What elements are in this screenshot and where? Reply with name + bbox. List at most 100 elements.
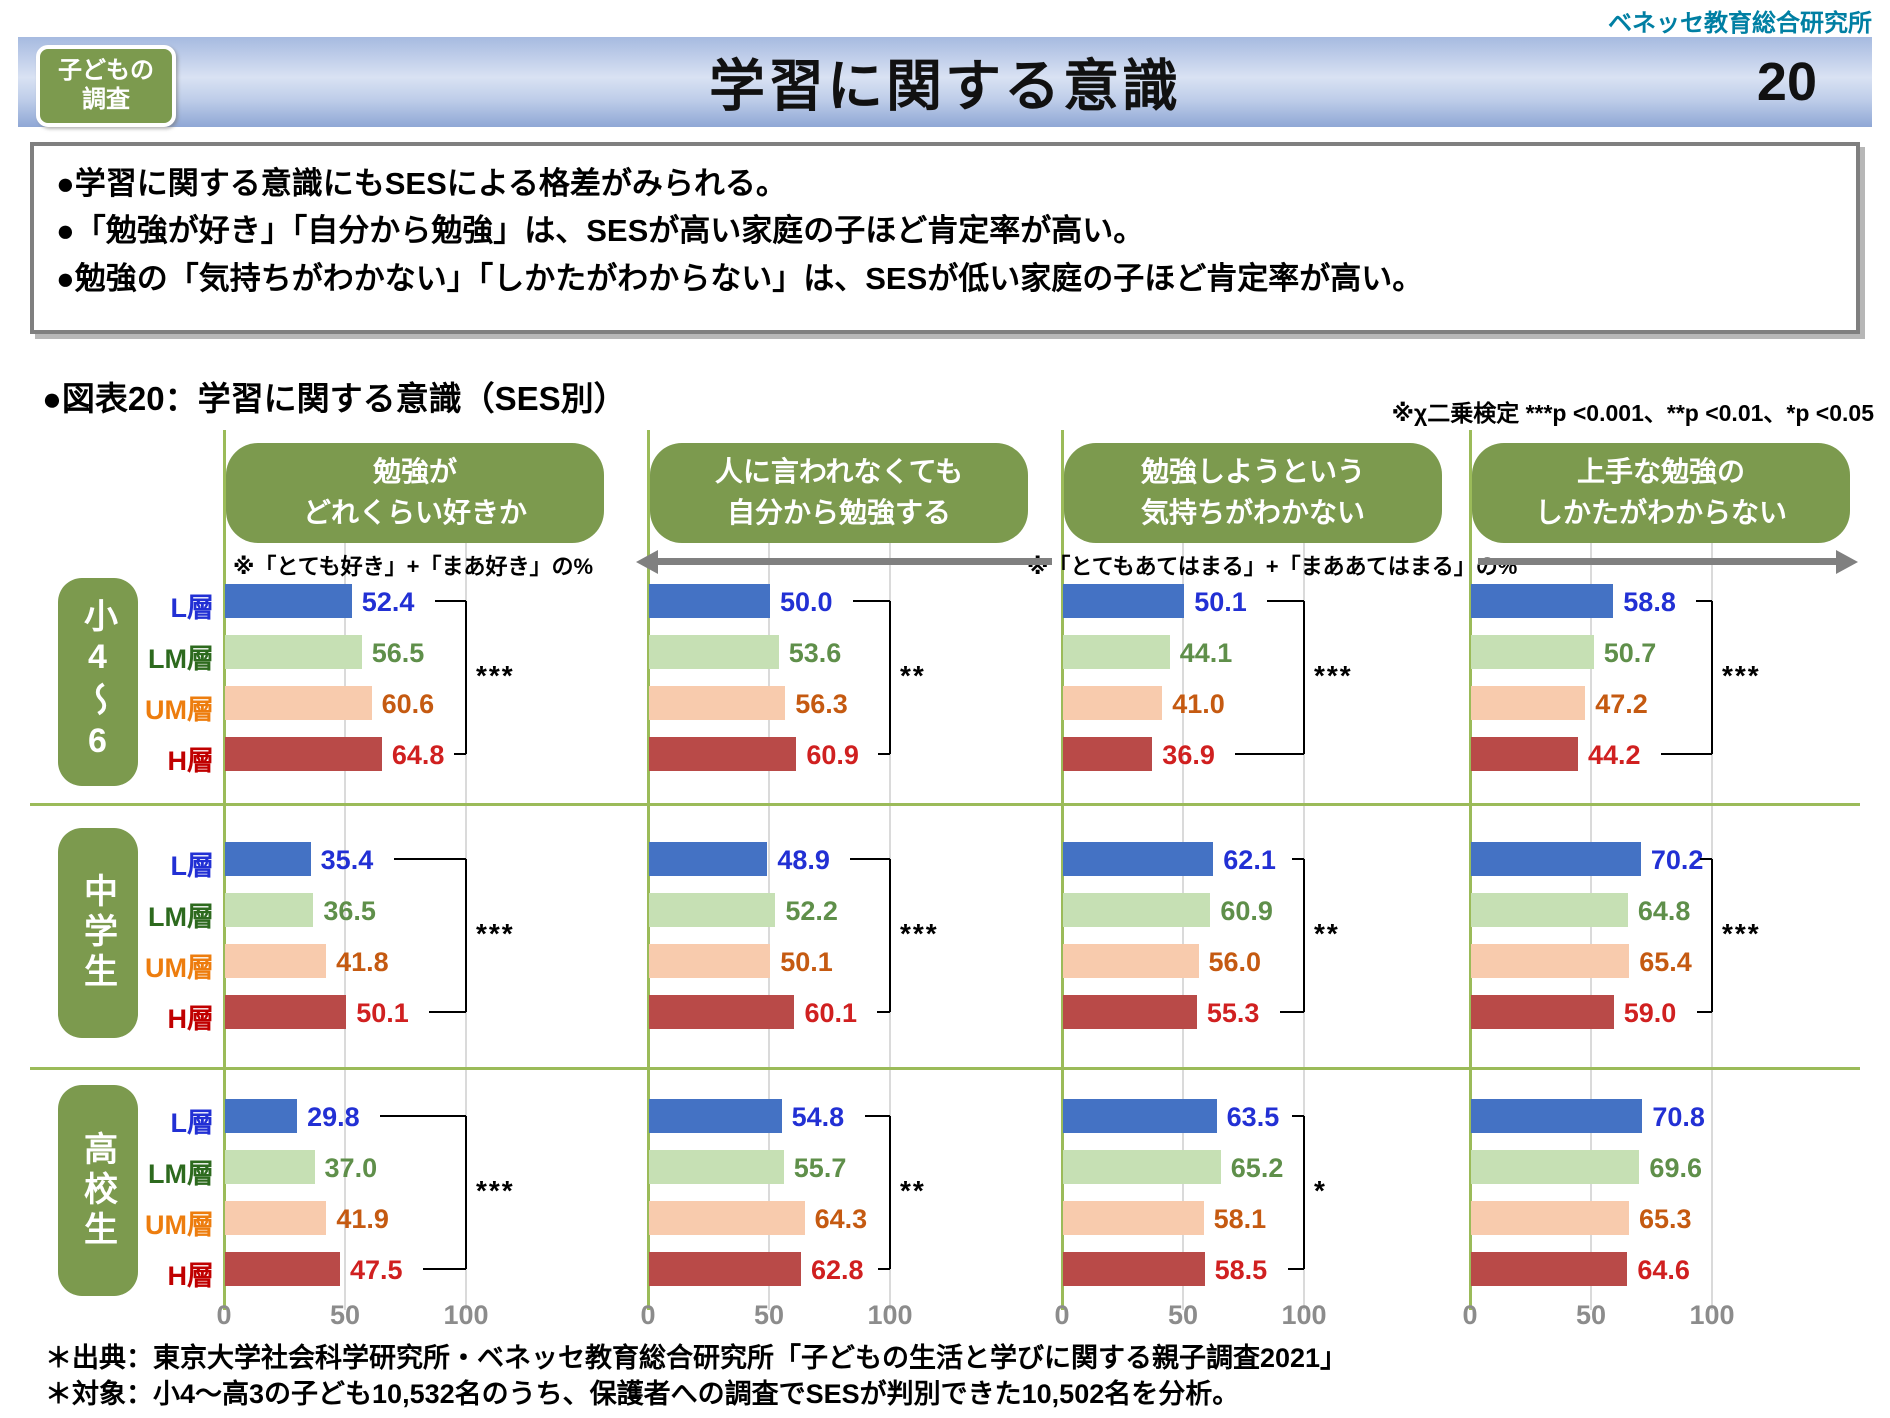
bar-value: 55.3: [1206, 998, 1260, 1028]
arrow-left-icon: [636, 550, 658, 574]
bar-value: 47.5: [349, 1255, 403, 1285]
significance-bracket-h: [1292, 858, 1304, 860]
bar: [1471, 1201, 1630, 1235]
significance-bracket-h: [1292, 1115, 1304, 1117]
bar-value: 48.9: [777, 845, 830, 875]
significance-bracket-v: [1711, 601, 1713, 754]
bar: [225, 893, 314, 927]
bar-value: 70.8: [1652, 1102, 1705, 1132]
bar: [1471, 686, 1586, 720]
bar: [649, 893, 776, 927]
significance-bracket-h: [864, 1115, 890, 1117]
significance-stars: ***: [1722, 659, 1761, 691]
bar: [1063, 686, 1163, 720]
group-label: 高校生: [58, 1085, 138, 1296]
bar: [225, 944, 327, 978]
question-header-bubble: 勉強しようという 気持ちがわかない: [1064, 443, 1442, 543]
significance-stars: **: [1314, 917, 1340, 949]
figure-title: ●図表20：学習に関する意識（SES別）: [42, 380, 627, 417]
bar: [225, 995, 347, 1029]
bar-value: 70.2: [1650, 845, 1704, 875]
bar-value: 41.0: [1172, 689, 1225, 719]
bar: [1471, 584, 1614, 618]
bar: [1471, 1252, 1628, 1286]
significance-bracket-h: [1660, 753, 1712, 755]
significance-bracket-h: [434, 600, 466, 602]
axis-tick-label: 50: [329, 1300, 361, 1330]
significance-bracket-h: [1279, 1011, 1304, 1013]
bar-value: 50.7: [1603, 638, 1657, 668]
significance-bracket-v: [1303, 1116, 1305, 1269]
significance-bracket-h: [380, 1115, 466, 1117]
significance-stars: **: [900, 659, 926, 691]
axis-tick-label: 0: [1054, 1300, 1070, 1330]
ses-level-label: LM層: [148, 902, 214, 932]
bar-value: 65.4: [1639, 947, 1692, 977]
bar: [649, 944, 771, 978]
bar: [649, 1099, 782, 1133]
significance-bracket-h: [1287, 1268, 1304, 1270]
bar-value: 56.0: [1208, 947, 1262, 977]
significance-bracket-h: [1700, 858, 1712, 860]
bar-value: 44.2: [1587, 740, 1641, 770]
footer: ＊出典：東京大学社会科学研究所・ベネッセ教育総合研究所「子どもの生活と学びに関す…: [45, 1340, 1347, 1413]
ses-level-label: H層: [167, 1261, 215, 1291]
bar: [225, 584, 352, 618]
bar: [1063, 893, 1211, 927]
significance-bracket-h: [877, 1011, 890, 1013]
bar-value: 56.5: [371, 638, 425, 668]
axis-tick-label: 50: [753, 1300, 785, 1330]
bar-value: 65.2: [1230, 1153, 1284, 1183]
question-title-line: 自分から勉強する: [726, 497, 951, 528]
ses-level-label: LM層: [148, 644, 214, 674]
bar-value: 62.1: [1223, 845, 1276, 875]
significance-bracket-h: [393, 858, 466, 860]
bar-value: 50.0: [780, 587, 833, 617]
bar: [1063, 1252, 1205, 1286]
significance-bracket-h: [1696, 600, 1712, 602]
summary-box: ●学習に関する意識にもSESによる格差がみられる。 ●「勉強が好き」「自分から勉…: [30, 142, 1860, 334]
ses-level-label: UM層: [145, 1210, 214, 1240]
bar: [1471, 635, 1594, 669]
bar: [1471, 1150, 1640, 1184]
question-title-line: 勉強しようという: [1140, 456, 1365, 488]
bar: [649, 686, 786, 720]
axis-tick-label: 0: [216, 1300, 232, 1330]
axis-tick-label: 0: [640, 1300, 656, 1330]
bar: [225, 635, 362, 669]
question-title-line: 気持ちがわかない: [1140, 497, 1365, 528]
x-gridline: [344, 443, 346, 1310]
significance-stars: ***: [476, 917, 515, 949]
bar: [225, 737, 382, 771]
bar: [1471, 995, 1614, 1029]
significance-bracket-h: [878, 1268, 890, 1270]
ses-level-label: UM層: [145, 695, 214, 725]
bar-value: 64.8: [1637, 896, 1691, 926]
bar-value: 54.8: [791, 1102, 845, 1132]
question-title-line: 勉強が: [372, 456, 457, 488]
footer-target: ＊対象：小4～高3の子ども10,532名のうち、保護者への調査でSESが判別でき…: [45, 1379, 1240, 1410]
bar: [1063, 737, 1153, 771]
bar: [225, 686, 372, 720]
bar: [1063, 842, 1214, 876]
bar-value: 62.8: [810, 1255, 864, 1285]
axis-tick-label: 50: [1167, 1300, 1199, 1330]
question-header-bubble: 勉強が どれくらい好きか: [226, 443, 604, 543]
bar-value: 58.5: [1214, 1255, 1268, 1285]
bar: [225, 1201, 327, 1235]
group-separator-line: [30, 803, 1860, 806]
bar-value: 64.8: [391, 740, 445, 770]
significance-bracket-h: [422, 1268, 466, 1270]
bar: [649, 1252, 801, 1286]
group-label: 小4〜6: [58, 578, 138, 786]
bar: [1471, 944, 1630, 978]
x-gridline: [1590, 443, 1592, 1310]
bar-value: 65.3: [1639, 1204, 1692, 1234]
bar: [1063, 1099, 1217, 1133]
bar-value: 41.8: [336, 947, 389, 977]
bar-value: 37.0: [324, 1153, 378, 1183]
badge-line2: 調査: [82, 86, 130, 113]
bar: [649, 584, 770, 618]
bar-value: 36.9: [1162, 740, 1215, 770]
bar: [1471, 893, 1628, 927]
